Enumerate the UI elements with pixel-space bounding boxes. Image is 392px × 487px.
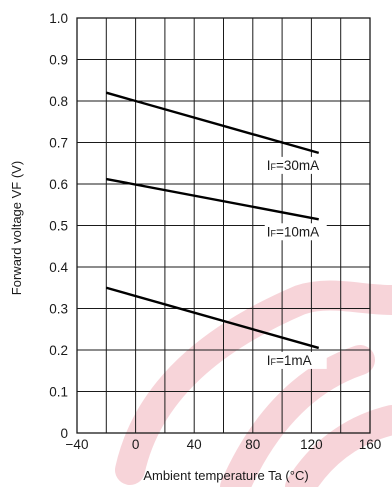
x-tick-label: 80 — [245, 437, 260, 452]
series-label-2: IF=10mA — [267, 224, 319, 239]
watermark — [115, 280, 392, 487]
series-label-1: IF=30mA — [267, 158, 319, 173]
y-tick-label: 0.5 — [49, 219, 68, 234]
x-tick-label: −40 — [66, 437, 89, 452]
y-tick-label: 0.8 — [49, 94, 68, 109]
y-axis-ticks: 0 0.1 0.2 0.3 0.4 0.5 0.6 0.7 0.8 0.9 1.0 — [49, 11, 68, 441]
x-tick-label: 40 — [187, 437, 202, 452]
y-tick-label: 0 — [60, 426, 68, 441]
y-tick-label: 0.7 — [49, 136, 68, 151]
x-axis-ticks: −40 0 40 80 120 160 — [66, 437, 382, 452]
y-tick-label: 0.4 — [49, 260, 68, 275]
series-line-1 — [105, 91, 320, 155]
plot-grid — [77, 18, 370, 433]
series-label-bg — [264, 156, 327, 174]
y-tick-label: 0.1 — [49, 385, 68, 400]
plot-frame — [76, 17, 371, 434]
y-tick-label: 1.0 — [49, 11, 68, 26]
x-tick-label: 120 — [300, 437, 323, 452]
y-tick-label: 0.9 — [49, 53, 68, 68]
x-tick-label: 0 — [132, 437, 140, 452]
x-axis-label: Ambient temperature Ta (°C) — [143, 468, 308, 483]
y-tick-label: 0.3 — [49, 302, 68, 317]
y-tick-label: 0.2 — [49, 343, 68, 358]
y-tick-label: 0.6 — [49, 177, 68, 192]
series-label-bg — [264, 223, 327, 241]
x-tick-label: 160 — [359, 437, 382, 452]
series-line-2 — [106, 177, 319, 221]
series-label-bg — [264, 351, 327, 369]
series-line-3 — [105, 286, 320, 350]
series-layer: IF=30mA IF=10mA IF=1mA — [105, 91, 327, 369]
series-label-3: IF=1mA — [267, 353, 312, 368]
y-axis-label: Forward voltage VF (V) — [9, 161, 24, 295]
